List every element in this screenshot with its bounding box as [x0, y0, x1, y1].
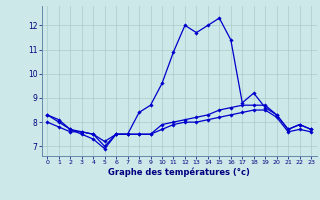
X-axis label: Graphe des températures (°c): Graphe des températures (°c): [108, 168, 250, 177]
